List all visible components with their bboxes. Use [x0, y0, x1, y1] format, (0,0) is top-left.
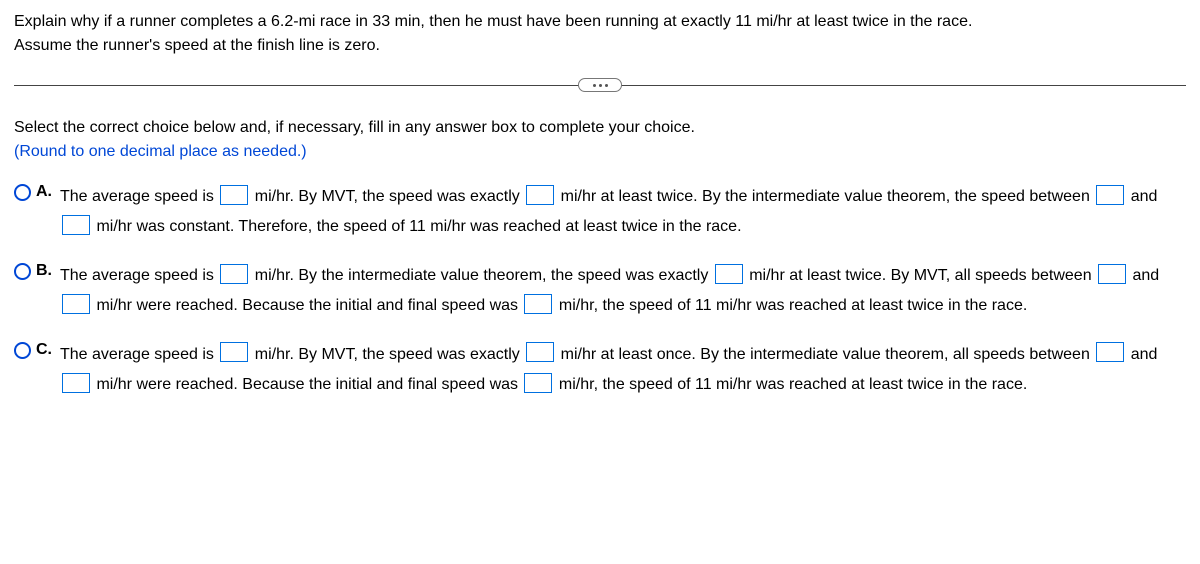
text-seg: and: [1126, 346, 1157, 363]
answer-blank[interactable]: [524, 373, 552, 393]
text-seg: mi/hr, the speed of 11 mi/hr was reached…: [554, 376, 1027, 393]
radio-wrap-c: [14, 340, 36, 364]
answer-blank[interactable]: [220, 185, 248, 205]
radio-b[interactable]: [14, 263, 31, 280]
answer-blank[interactable]: [62, 373, 90, 393]
choices: A. The average speed is mi/hr. By MVT, t…: [14, 182, 1186, 400]
choice-a: A. The average speed is mi/hr. By MVT, t…: [14, 182, 1186, 243]
choice-letter-a: A.: [36, 182, 60, 201]
instruction-line-2: (Round to one decimal place as needed.): [14, 140, 1186, 164]
choice-body-b: The average speed is mi/hr. By the inter…: [60, 261, 1186, 322]
text-seg: The average speed is: [60, 188, 218, 205]
divider: [14, 78, 1186, 92]
text-seg: mi/hr. By the intermediate value theorem…: [250, 267, 712, 284]
text-seg: mi/hr, the speed of 11 mi/hr was reached…: [554, 297, 1027, 314]
radio-a[interactable]: [14, 184, 31, 201]
text-seg: mi/hr. By MVT, the speed was exactly: [250, 346, 524, 363]
choice-letter-b: B.: [36, 261, 60, 280]
text-seg: mi/hr was constant. Therefore, the speed…: [92, 218, 742, 235]
choice-c: C. The average speed is mi/hr. By MVT, t…: [14, 340, 1186, 401]
answer-blank[interactable]: [1096, 342, 1124, 362]
question-line-1: Explain why if a runner completes a 6.2-…: [14, 10, 1186, 34]
text-seg: mi/hr. By MVT, the speed was exactly: [250, 188, 524, 205]
answer-blank[interactable]: [62, 294, 90, 314]
text-seg: The average speed is: [60, 267, 218, 284]
radio-c[interactable]: [14, 342, 31, 359]
answer-blank[interactable]: [526, 185, 554, 205]
text-seg: mi/hr at least twice. By the intermediat…: [556, 188, 1094, 205]
dot-icon: [593, 84, 596, 87]
choice-body-c: The average speed is mi/hr. By MVT, the …: [60, 340, 1186, 401]
question-line-2: Assume the runner's speed at the finish …: [14, 34, 1186, 58]
divider-handle[interactable]: [578, 78, 622, 92]
answer-blank[interactable]: [220, 342, 248, 362]
dot-icon: [605, 84, 608, 87]
radio-wrap-a: [14, 182, 36, 206]
text-seg: and: [1128, 267, 1159, 284]
text-seg: mi/hr were reached. Because the initial …: [92, 376, 522, 393]
question-block: Explain why if a runner completes a 6.2-…: [14, 10, 1186, 58]
text-seg: mi/hr at least twice. By MVT, all speeds…: [745, 267, 1096, 284]
answer-blank[interactable]: [526, 342, 554, 362]
text-seg: and: [1126, 188, 1157, 205]
text-seg: mi/hr at least once. By the intermediate…: [556, 346, 1094, 363]
text-seg: The average speed is: [60, 346, 218, 363]
choice-letter-c: C.: [36, 340, 60, 359]
answer-blank[interactable]: [62, 215, 90, 235]
answer-blank[interactable]: [1096, 185, 1124, 205]
choice-b: B. The average speed is mi/hr. By the in…: [14, 261, 1186, 322]
answer-blank[interactable]: [715, 264, 743, 284]
instruction-line-1: Select the correct choice below and, if …: [14, 116, 1186, 140]
answer-blank[interactable]: [220, 264, 248, 284]
text-seg: mi/hr were reached. Because the initial …: [92, 297, 522, 314]
dot-icon: [599, 84, 602, 87]
answer-blank[interactable]: [524, 294, 552, 314]
answer-blank[interactable]: [1098, 264, 1126, 284]
instructions: Select the correct choice below and, if …: [14, 116, 1186, 164]
choice-body-a: The average speed is mi/hr. By MVT, the …: [60, 182, 1186, 243]
radio-wrap-b: [14, 261, 36, 285]
